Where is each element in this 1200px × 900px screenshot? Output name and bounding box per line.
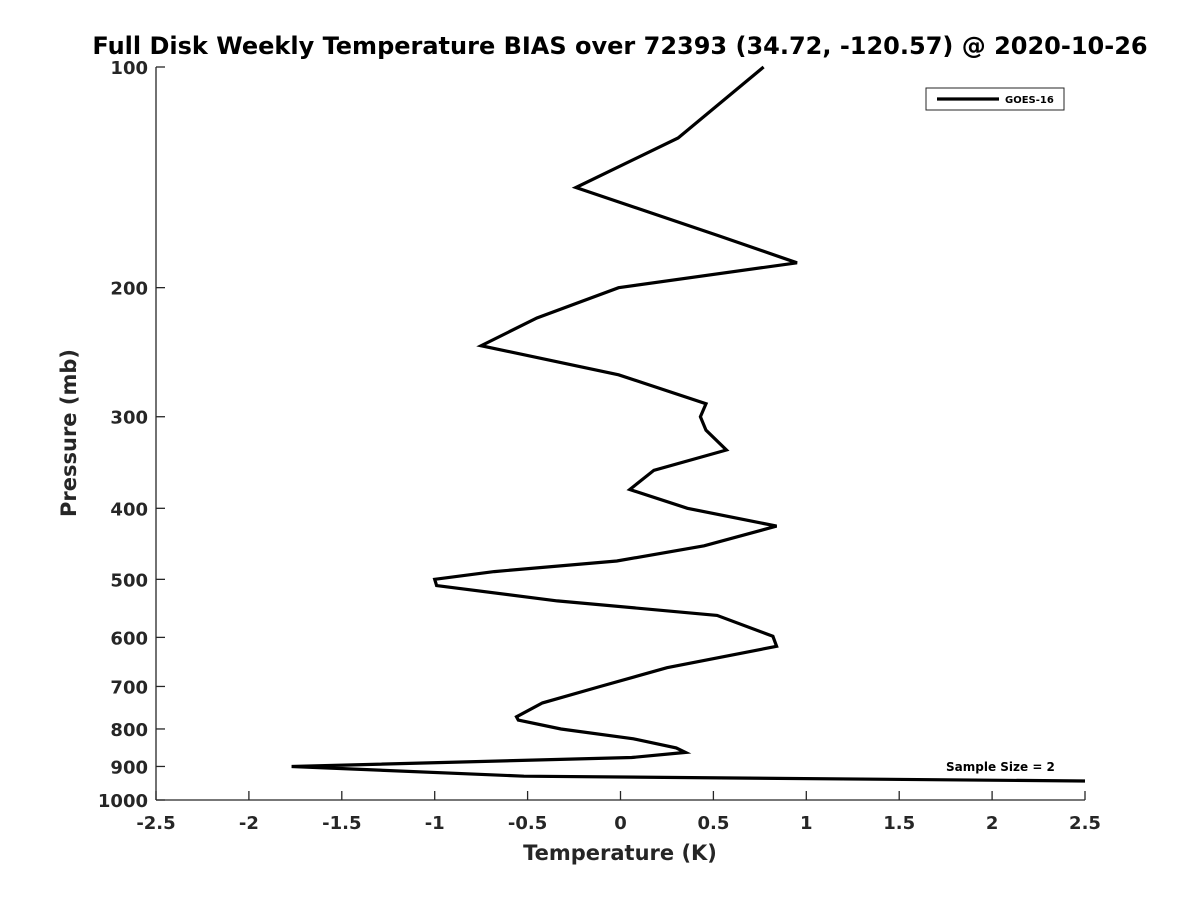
x-tick-label: -2.5 [136,813,175,834]
x-tick-label: 1 [800,813,813,834]
x-tick-label: 0 [614,813,627,834]
y-tick-label: 900 [110,757,148,778]
x-tick-label: -0.5 [508,813,547,834]
y-tick-label: 700 [110,677,148,698]
x-tick-label: 2 [986,813,999,834]
y-tick-label: 800 [110,720,148,741]
x-tick-label: -2 [239,813,259,834]
y-tick-label: 100 [110,58,148,79]
y-tick-label: 400 [110,499,148,520]
x-tick-label: 1.5 [883,813,915,834]
x-ticks: -2.5 -2 -1.5 -1 -0.5 0 0.5 1 1.5 2 2.5 [136,791,1101,834]
x-tick-label: 2.5 [1069,813,1101,834]
x-tick-label: 0.5 [697,813,729,834]
y-tick-label: 500 [110,570,148,591]
y-ticks: 100 200 300 400 500 600 700 800 900 1000 [98,58,165,812]
x-axis-label: Temperature (K) [523,841,717,865]
series-line-goes-16 [291,65,1086,783]
y-tick-label: 1000 [98,791,148,812]
y-axis-label: Pressure (mb) [57,349,81,517]
y-tick-label: 200 [110,279,148,300]
x-tick-label: -1 [425,813,445,834]
chart-title: Full Disk Weekly Temperature BIAS over 7… [92,32,1147,60]
x-tick-label: -1.5 [322,813,361,834]
legend: GOES-16 [925,87,1065,111]
y-tick-label: 300 [110,408,148,429]
y-tick-label: 600 [110,628,148,649]
legend-entry-goes-16: GOES-16 [1005,95,1054,106]
sample-size-annotation: Sample Size = 2 [946,760,1055,774]
